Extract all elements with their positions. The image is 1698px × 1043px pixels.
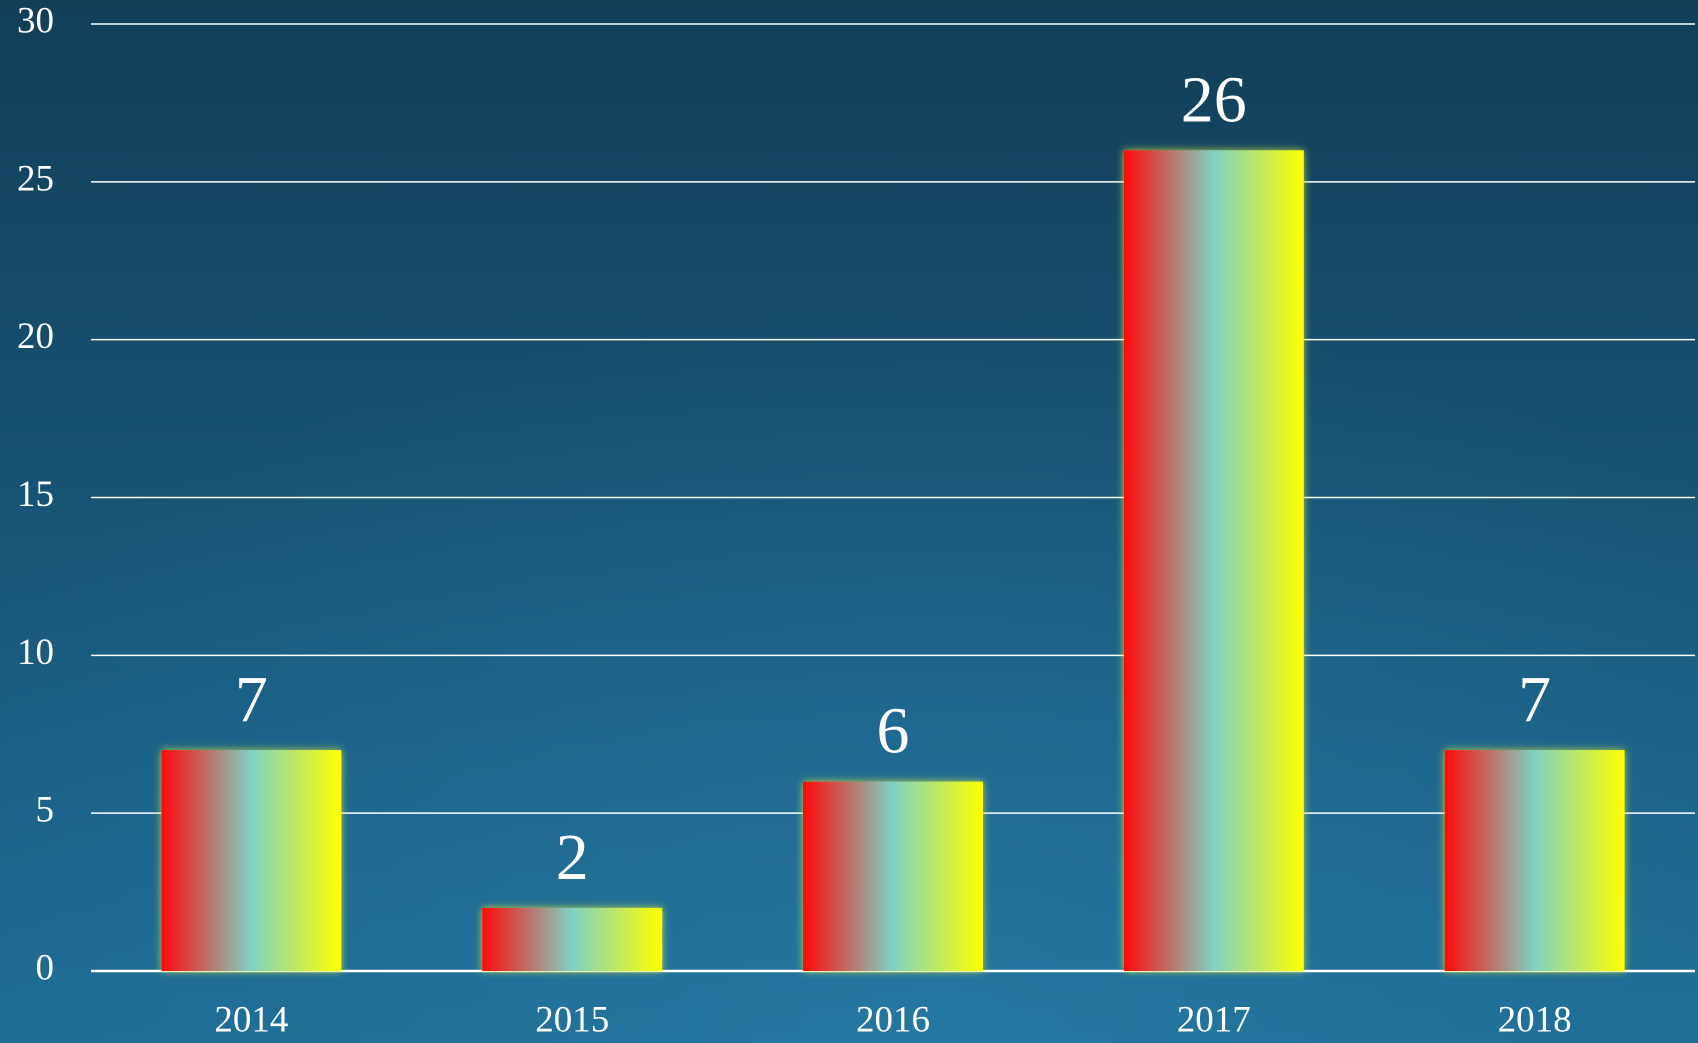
data-label: 2	[556, 821, 589, 894]
y-tick-label: 0	[36, 947, 55, 988]
y-tick-label: 5	[36, 790, 55, 831]
bar	[1123, 150, 1304, 971]
y-tick-label: 10	[17, 632, 54, 673]
x-tick-label: 2016	[856, 999, 930, 1040]
y-tick-label: 30	[17, 0, 54, 41]
bar	[803, 781, 983, 971]
x-tick-label: 2015	[535, 999, 609, 1040]
bar	[1444, 750, 1625, 971]
x-tick-label: 2018	[1498, 999, 1572, 1040]
y-tick-label: 20	[17, 316, 54, 357]
bar	[161, 750, 342, 971]
data-label: 7	[235, 663, 268, 736]
data-label: 6	[877, 695, 910, 768]
y-tick-label: 25	[17, 158, 54, 199]
x-tick-label: 2014	[214, 999, 288, 1040]
x-tick-label: 2017	[1177, 999, 1251, 1040]
bar	[482, 907, 663, 971]
data-label: 26	[1181, 63, 1247, 136]
data-label: 7	[1518, 663, 1551, 736]
y-tick-label: 15	[17, 474, 54, 515]
